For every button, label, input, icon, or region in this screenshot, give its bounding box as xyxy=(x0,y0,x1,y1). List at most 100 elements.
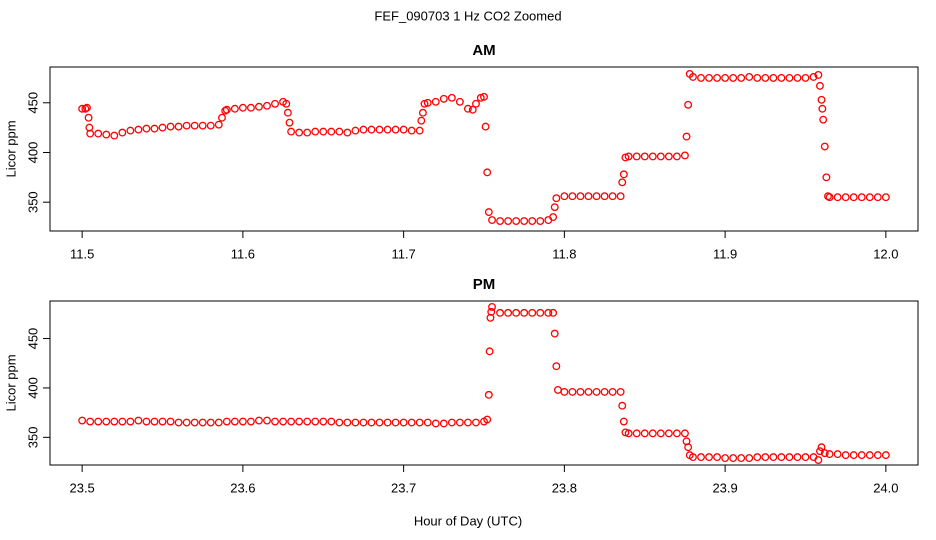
data-point xyxy=(214,120,223,129)
data-point xyxy=(745,72,754,81)
data-point xyxy=(407,126,416,135)
data-point xyxy=(418,108,427,117)
data-point xyxy=(190,121,199,130)
data-point xyxy=(793,73,802,82)
data-point xyxy=(94,417,103,426)
data-point xyxy=(166,417,175,426)
data-point xyxy=(134,125,143,134)
x-tick-label: 23.6 xyxy=(230,480,255,495)
data-point xyxy=(584,192,593,201)
data-point xyxy=(485,347,494,356)
data-point xyxy=(190,418,199,427)
data-point xyxy=(512,308,521,317)
data-point xyxy=(246,417,255,426)
data-point xyxy=(624,152,633,161)
data-point xyxy=(94,129,103,138)
data-point xyxy=(618,401,627,410)
data-point xyxy=(150,124,159,133)
data-point xyxy=(423,98,432,107)
data-point xyxy=(600,387,609,396)
data-point xyxy=(174,122,183,131)
data-point xyxy=(820,449,829,458)
data-point xyxy=(484,208,493,217)
data-point xyxy=(672,152,681,161)
data-point xyxy=(550,329,559,338)
y-tick-label: 350 xyxy=(25,426,40,448)
data-point xyxy=(246,103,255,112)
data-point xyxy=(335,127,344,136)
data-point xyxy=(423,418,432,427)
y-tick-label: 450 xyxy=(25,328,40,350)
data-point xyxy=(729,454,738,463)
data-point xyxy=(118,128,127,137)
x-tick-label: 23.7 xyxy=(391,480,416,495)
data-point xyxy=(689,72,697,81)
data-point xyxy=(283,108,292,117)
data-point xyxy=(697,453,705,462)
data-point xyxy=(488,216,496,225)
data-point xyxy=(785,453,794,462)
data-point xyxy=(359,125,368,134)
data-point xyxy=(815,447,824,456)
data-point xyxy=(102,417,111,426)
data-point xyxy=(182,418,191,427)
x-tick-label: 11.5 xyxy=(70,246,94,261)
data-point xyxy=(222,417,231,426)
y-axis-label: Licor ppm xyxy=(3,354,18,411)
data-point xyxy=(737,73,746,82)
x-tick-label: 11.8 xyxy=(552,246,576,261)
y-axis-label: Licor ppm xyxy=(3,120,18,177)
data-point xyxy=(584,387,593,396)
data-point xyxy=(680,151,689,160)
data-point xyxy=(375,125,384,134)
data-point xyxy=(311,417,320,426)
data-point xyxy=(592,192,601,201)
data-point xyxy=(311,127,320,136)
data-point xyxy=(319,127,328,136)
data-point xyxy=(682,132,691,141)
data-point xyxy=(285,118,294,127)
data-point xyxy=(608,192,617,201)
data-point xyxy=(552,194,561,203)
data-point xyxy=(640,429,649,438)
data-point xyxy=(303,128,312,137)
data-point xyxy=(536,217,545,226)
data-point xyxy=(825,193,834,202)
data-point xyxy=(472,99,480,108)
data-point xyxy=(214,418,223,427)
data-point xyxy=(648,429,657,438)
data-point xyxy=(777,453,786,462)
data-point xyxy=(818,104,827,113)
data-point xyxy=(391,125,400,134)
data-point xyxy=(158,417,167,426)
data-point xyxy=(483,168,492,177)
data-point xyxy=(351,418,360,427)
x-tick-label: 11.7 xyxy=(391,246,415,261)
data-point xyxy=(721,454,730,463)
data-point xyxy=(84,113,93,122)
data-point xyxy=(166,122,175,131)
data-point xyxy=(86,129,95,138)
data-point xyxy=(753,73,762,82)
data-point xyxy=(721,73,730,82)
data-point xyxy=(431,97,440,106)
data-point xyxy=(375,418,384,427)
data-point xyxy=(849,451,858,460)
data-point xyxy=(463,104,472,113)
data-point xyxy=(126,126,135,135)
data-point xyxy=(487,307,496,316)
data-point xyxy=(238,417,247,426)
data-point xyxy=(761,73,770,82)
data-point xyxy=(198,121,207,130)
x-tick-label: 24.0 xyxy=(873,480,898,495)
data-point xyxy=(817,443,826,452)
data-point xyxy=(198,418,207,427)
data-point xyxy=(621,153,630,162)
data-point xyxy=(576,387,585,396)
data-point xyxy=(833,193,842,202)
data-point xyxy=(549,213,558,222)
data-point xyxy=(134,416,143,425)
data-point xyxy=(463,418,472,427)
data-point xyxy=(809,72,818,81)
data-point xyxy=(841,451,850,460)
